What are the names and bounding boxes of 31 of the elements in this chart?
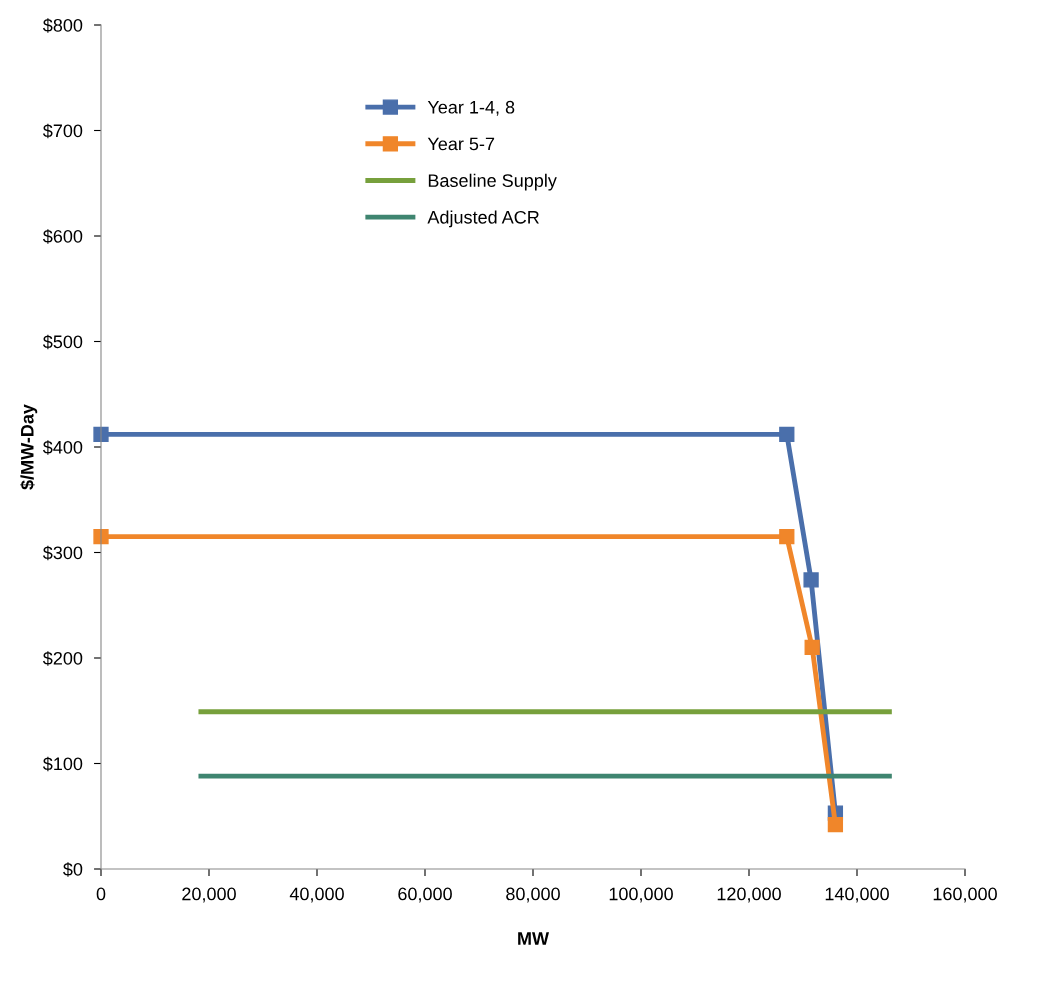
y-tick-label: $100	[42, 756, 83, 772]
point	[804, 639, 820, 656]
y-tick-label: $600	[42, 229, 83, 244]
x-tick-label: 60,000	[398, 887, 452, 903]
legend-label: Year 1-4, 8	[427, 100, 515, 116]
point	[803, 572, 819, 588]
x-tick-label: 160,000	[933, 887, 997, 903]
legend-label: Year 5-7	[427, 137, 495, 151]
point	[93, 529, 109, 545]
x-axis-title: MW	[518, 932, 550, 945]
x-tick-label: 100,000	[609, 887, 673, 903]
point	[93, 426, 109, 442]
y-tick-label: $0	[63, 862, 83, 877]
point	[779, 529, 795, 545]
point	[827, 817, 844, 833]
x-tick-label: 120,000	[717, 887, 781, 903]
point	[779, 426, 795, 442]
y-tick-label: $200	[42, 651, 83, 666]
y-tick-label: $700	[42, 123, 83, 139]
legend-label: Adjusted ACR	[427, 210, 539, 228]
x-tick-label: 0	[96, 887, 106, 901]
y-tick-label: $800	[42, 18, 83, 33]
y-tick-label: $300	[42, 545, 83, 561]
x-tick-label: 40,000	[289, 887, 344, 903]
y-tick-label: $500	[42, 334, 83, 350]
legend-label: Baseline Supply	[428, 173, 557, 191]
x-tick-label: 20,000	[182, 887, 236, 903]
y-axis-title: $/MW-Day	[20, 404, 38, 490]
x-tick-label: 140,000	[825, 887, 889, 903]
y-tick-label: $400	[42, 440, 83, 455]
x-tick-label: 80,000	[506, 887, 560, 903]
